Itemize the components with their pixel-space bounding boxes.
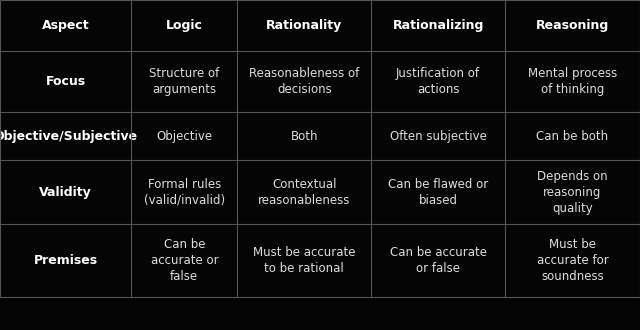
- Bar: [505, 112, 640, 160]
- Bar: [0, 224, 131, 297]
- Text: Contextual
reasonableness: Contextual reasonableness: [258, 178, 351, 207]
- Bar: [371, 112, 505, 160]
- Bar: [237, 112, 371, 160]
- Text: Reasonableness of
decisions: Reasonableness of decisions: [249, 67, 360, 96]
- Bar: [0, 0, 131, 51]
- Text: Objective/Subjective: Objective/Subjective: [0, 130, 138, 143]
- Bar: [237, 51, 371, 112]
- Bar: [505, 224, 640, 297]
- Text: Reasoning: Reasoning: [536, 19, 609, 32]
- Text: Mental process
of thinking: Mental process of thinking: [528, 67, 617, 96]
- Bar: [371, 224, 505, 297]
- Text: Both: Both: [291, 130, 318, 143]
- Text: Validity: Validity: [39, 186, 92, 199]
- Bar: [505, 51, 640, 112]
- Text: Formal rules
(valid/invalid): Formal rules (valid/invalid): [144, 178, 225, 207]
- Text: Rationality: Rationality: [266, 19, 342, 32]
- Text: Often subjective: Often subjective: [390, 130, 486, 143]
- Text: Can be both: Can be both: [536, 130, 609, 143]
- Text: Depends on
reasoning
quality: Depends on reasoning quality: [537, 170, 608, 215]
- Text: Must be
accurate for
soundness: Must be accurate for soundness: [536, 238, 609, 283]
- Bar: [0, 160, 131, 224]
- Bar: [237, 224, 371, 297]
- Bar: [371, 51, 505, 112]
- Text: Logic: Logic: [166, 19, 203, 32]
- Text: Rationalizing: Rationalizing: [392, 19, 484, 32]
- Text: Can be
accurate or
false: Can be accurate or false: [150, 238, 218, 283]
- Bar: [371, 0, 505, 51]
- Bar: [131, 160, 237, 224]
- Text: Justification of
actions: Justification of actions: [396, 67, 480, 96]
- Text: Focus: Focus: [45, 75, 86, 88]
- Text: Can be flawed or
biased: Can be flawed or biased: [388, 178, 488, 207]
- Text: Structure of
arguments: Structure of arguments: [149, 67, 220, 96]
- Bar: [505, 160, 640, 224]
- Text: Premises: Premises: [33, 254, 98, 267]
- Bar: [131, 224, 237, 297]
- Bar: [131, 0, 237, 51]
- Text: Aspect: Aspect: [42, 19, 90, 32]
- Text: Must be accurate
to be rational: Must be accurate to be rational: [253, 246, 356, 275]
- Bar: [0, 51, 131, 112]
- Bar: [371, 160, 505, 224]
- Text: Objective: Objective: [156, 130, 212, 143]
- Bar: [0, 112, 131, 160]
- Text: Can be accurate
or false: Can be accurate or false: [390, 246, 486, 275]
- Bar: [131, 112, 237, 160]
- Bar: [505, 0, 640, 51]
- Bar: [237, 0, 371, 51]
- Bar: [237, 160, 371, 224]
- Bar: [131, 51, 237, 112]
